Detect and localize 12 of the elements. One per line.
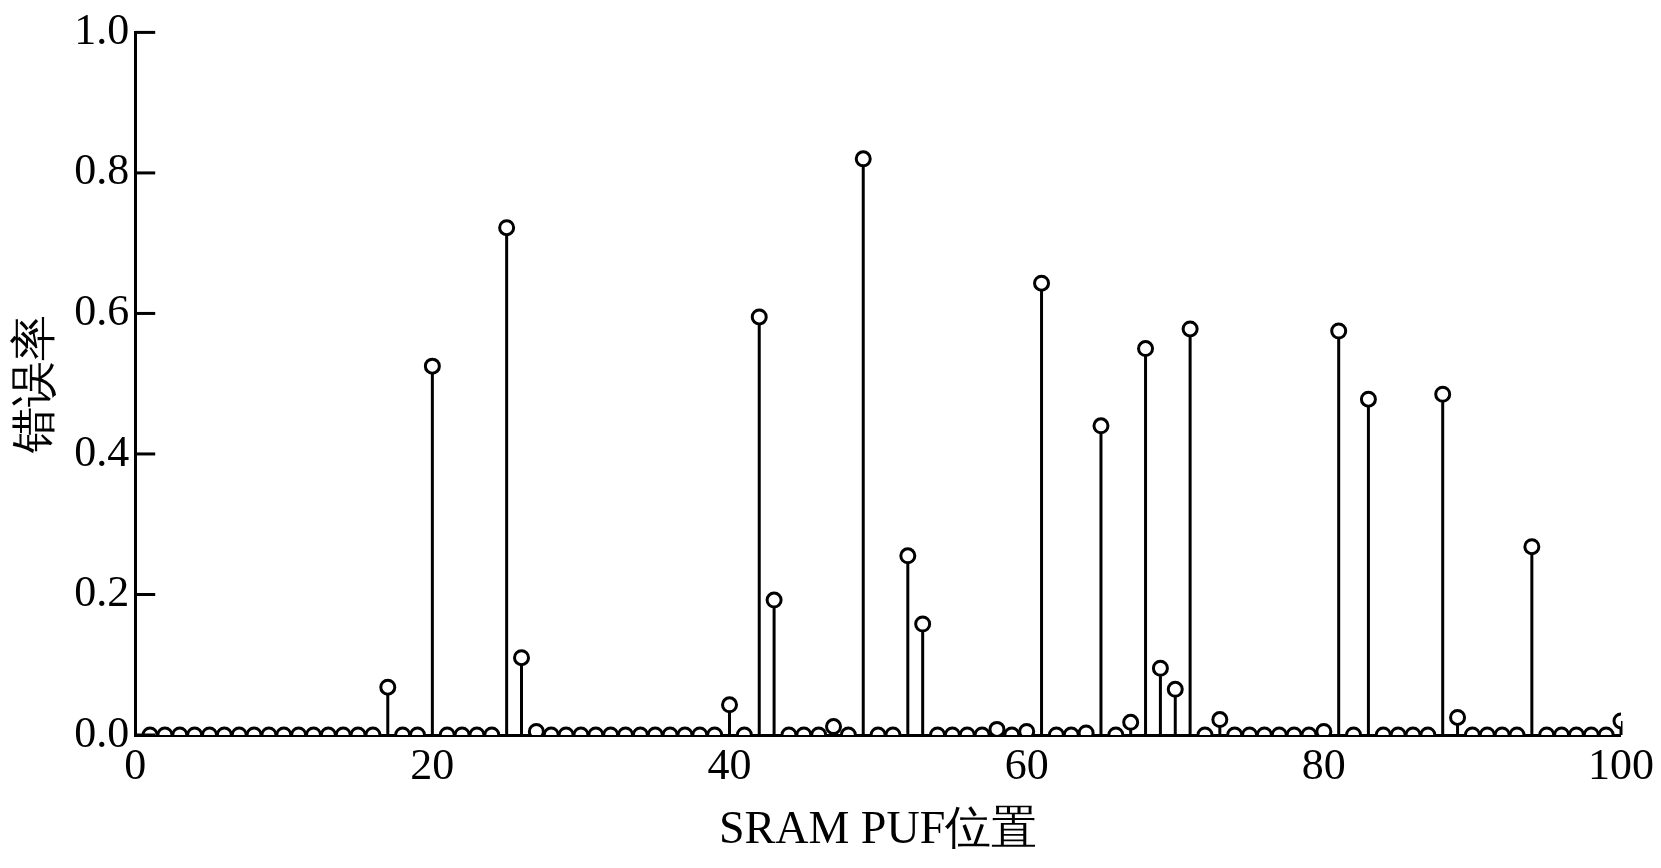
y-tick-label: 0.2 xyxy=(74,567,130,617)
y-tick-label: 0.4 xyxy=(74,426,130,476)
y-tick-label: 0.6 xyxy=(74,286,130,335)
x-tick-label: 40 xyxy=(707,739,752,789)
x-tick-label: 80 xyxy=(1301,739,1346,789)
x-tick-label: 20 xyxy=(410,739,455,789)
y-tick-label: 1.0 xyxy=(74,4,130,54)
x-tick-label: 60 xyxy=(1004,739,1049,789)
y-axis-title: 错误率 xyxy=(7,314,59,454)
x-axis-title: SRAM PUF位置 xyxy=(718,802,1038,854)
y-tick-label: 0.8 xyxy=(74,145,130,195)
x-tick-label: 100 xyxy=(1588,739,1654,789)
